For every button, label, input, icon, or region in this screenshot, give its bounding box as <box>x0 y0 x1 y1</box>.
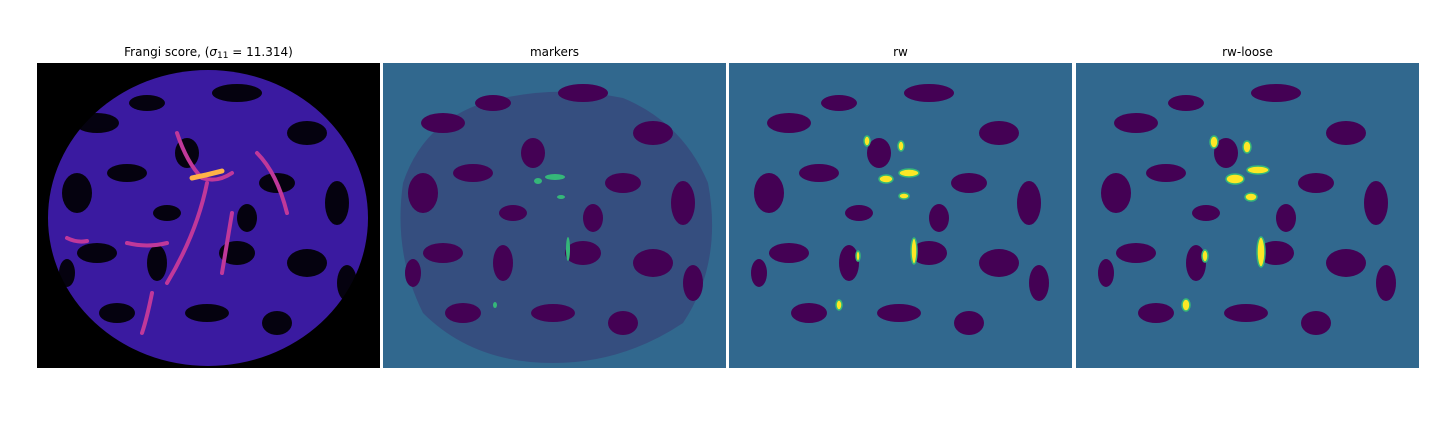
rw-panel-title: rw <box>893 45 908 59</box>
frangi-image-svg <box>37 63 380 368</box>
rw-image <box>729 63 1072 368</box>
rw-loose-image-svg <box>1076 63 1419 368</box>
rw-loose-panel-title: rw-loose <box>1222 45 1273 59</box>
frangi-panel-title: Frangi score, (σ11 = 11.314) <box>124 45 293 61</box>
rw-loose-image <box>1076 63 1419 368</box>
rw-image-svg <box>729 63 1072 368</box>
frangi-image <box>37 63 380 368</box>
markers-image <box>383 63 726 368</box>
markers-panel-title: markers <box>529 45 580 59</box>
markers-image-svg <box>383 63 726 368</box>
